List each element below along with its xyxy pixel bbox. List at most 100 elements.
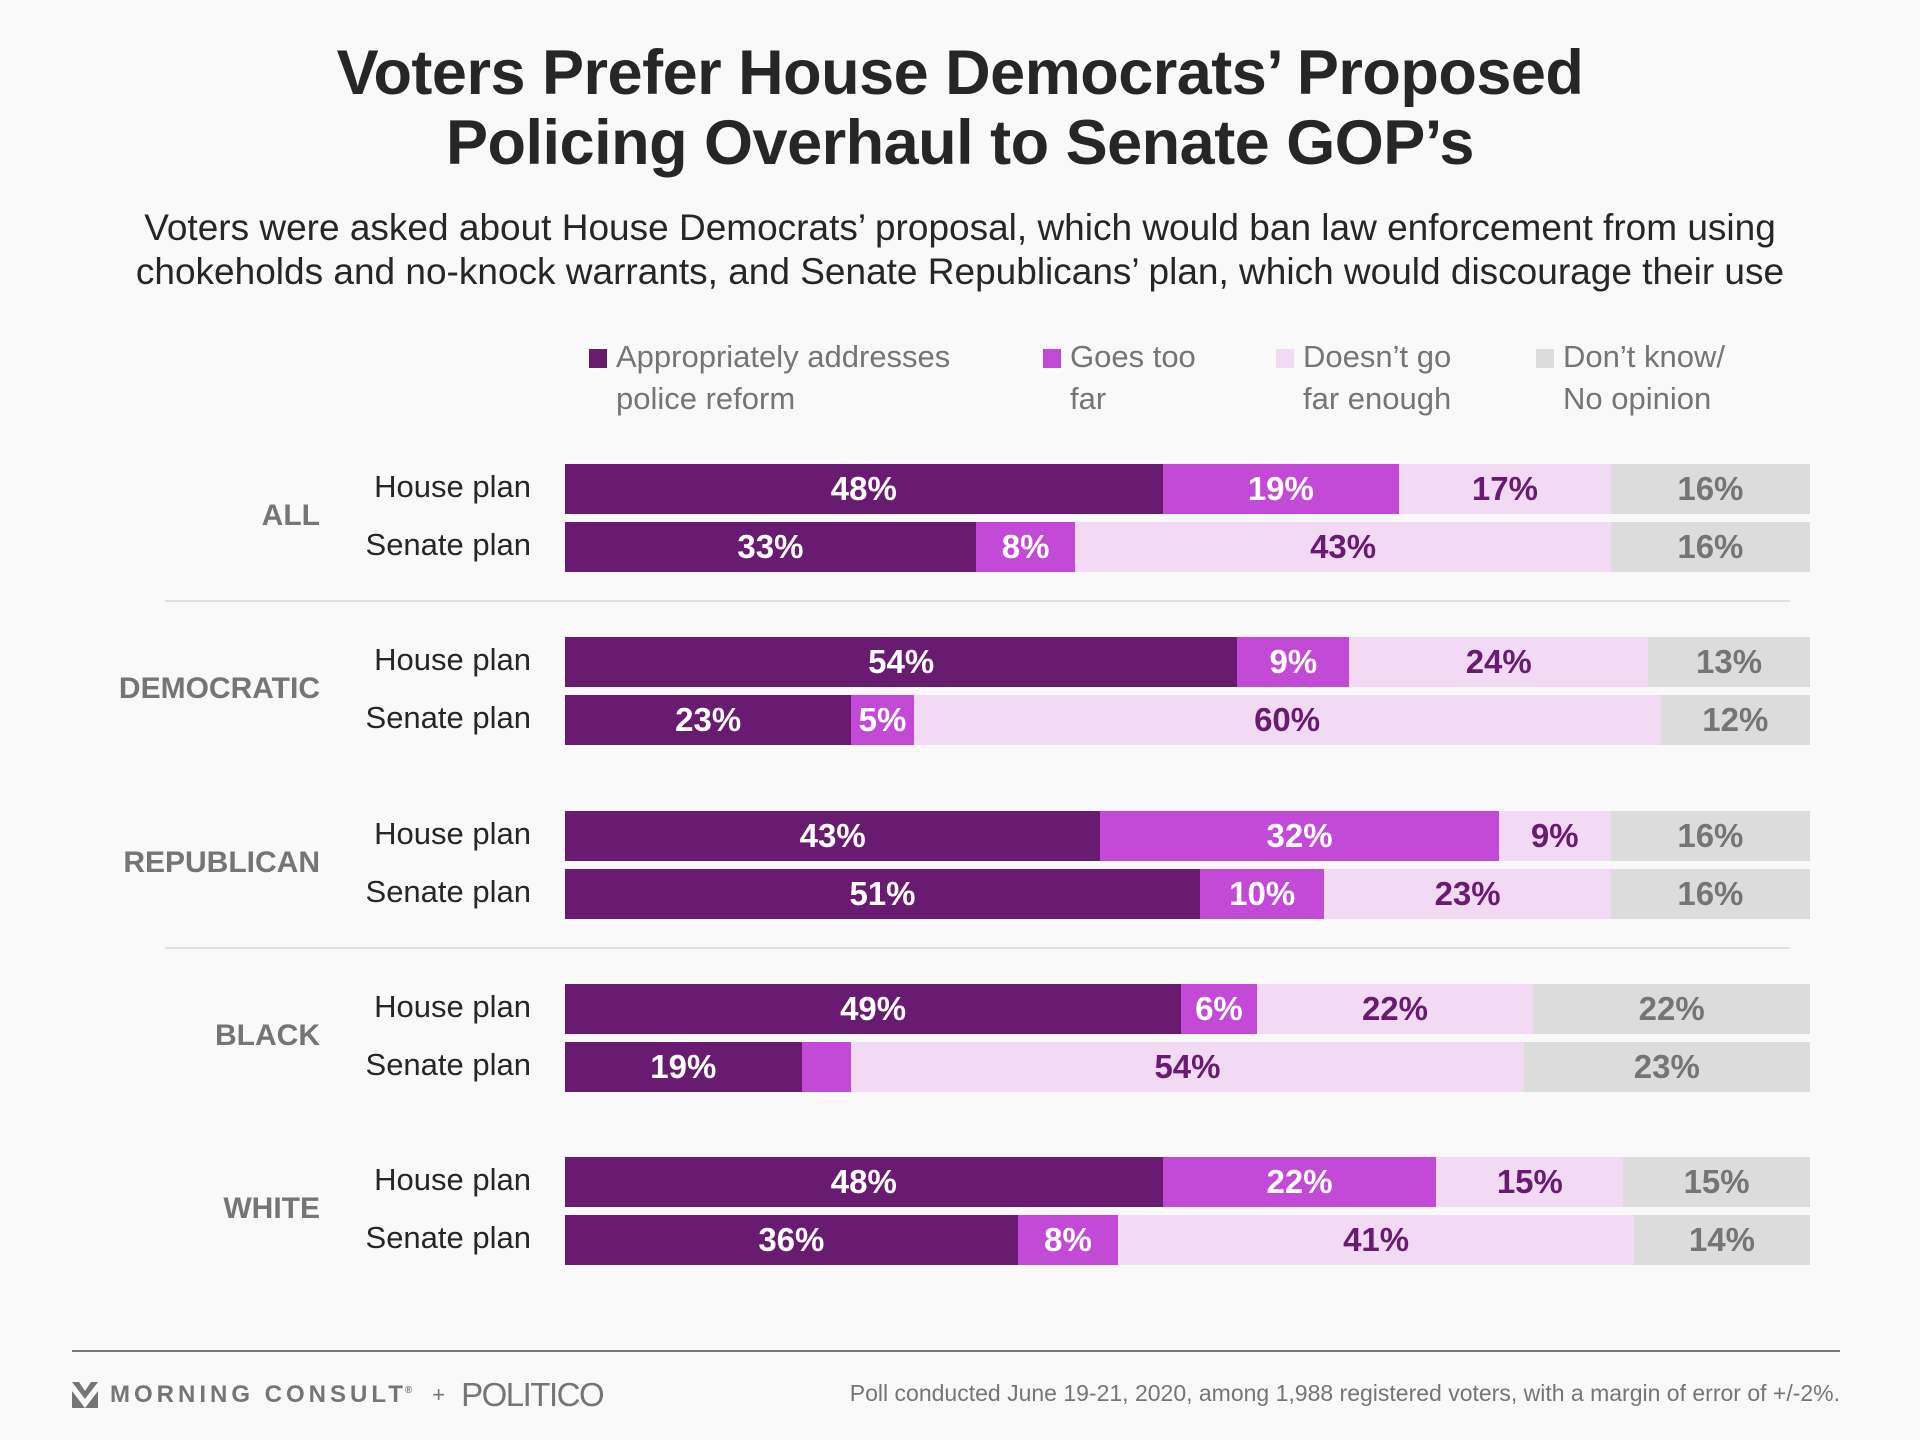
data-label: 9% <box>1530 816 1579 854</box>
seg-too-far: 6% <box>1181 983 1257 1034</box>
data-label: 15% <box>1496 1163 1563 1201</box>
data-label: 43% <box>799 816 866 854</box>
data-label: 9% <box>1269 643 1318 681</box>
data-label: 10% <box>1229 874 1296 912</box>
seg-appropriate: 48% <box>565 464 1163 514</box>
seg-appropriate: 33% <box>565 522 976 572</box>
bar-republican-senate: 51% 10% 23% 16% <box>565 868 1810 919</box>
seg-appropriate: 43% <box>565 810 1101 861</box>
data-label: 22% <box>1361 989 1429 1027</box>
bar-democratic-senate: 23% 5% 60% 12% <box>565 695 1810 746</box>
bar-black-house: 49% 6% 22% 22% <box>565 983 1810 1034</box>
seg-dont-know: 14% <box>1633 1215 1810 1266</box>
seg-not-far-enough: 54% <box>851 1041 1524 1092</box>
legend-label: Don’t know/ <box>1563 339 1725 374</box>
row-label: Senate plan <box>365 1220 531 1256</box>
data-label: 22% <box>1638 989 1705 1027</box>
bar-white-senate: 36% 8% 41% 14% <box>565 1215 1810 1266</box>
seg-too-far: 8% <box>1017 1215 1119 1266</box>
data-label: 60% <box>1254 701 1321 739</box>
legend-label: No opinion <box>1563 381 1712 416</box>
seg-appropriate: 54% <box>565 637 1238 688</box>
data-label: 48% <box>830 1163 897 1201</box>
data-label: 17% <box>1471 470 1538 507</box>
legend-swatch-appropriate <box>589 349 607 368</box>
seg-not-far-enough: 17% <box>1399 464 1611 514</box>
data-label: 16% <box>1677 528 1744 565</box>
group-label-republican: REPUBLICAN <box>123 845 320 879</box>
seg-not-far-enough: 22% <box>1256 983 1534 1034</box>
data-label: 15% <box>1683 1163 1750 1201</box>
seg-not-far-enough: 60% <box>913 695 1661 746</box>
data-label: 12% <box>1702 701 1769 739</box>
seg-not-far-enough: 23% <box>1324 868 1611 919</box>
data-label: 36% <box>758 1221 825 1259</box>
legend-label: Doesn’t go <box>1303 339 1452 374</box>
group-label-all: ALL <box>261 499 320 532</box>
seg-too-far: 8% <box>975 522 1076 572</box>
seg-dont-know: 16% <box>1610 868 1810 919</box>
data-label: 14% <box>1688 1221 1755 1259</box>
seg-appropriate: 49% <box>565 983 1182 1034</box>
footer-logos: MORNING CONSULT® + POLITICO <box>72 1376 605 1413</box>
seg-appropriate: 51% <box>565 868 1200 919</box>
seg-appropriate: 48% <box>565 1157 1163 1208</box>
morning-consult-logo-icon <box>72 1382 98 1408</box>
bar-black-senate: 19% 54% 23% <box>565 1041 1810 1092</box>
legend-label: far <box>1070 381 1107 416</box>
chart-title: Voters Prefer House Democrats’ Proposed … <box>0 38 1920 178</box>
group-label-democratic: DEMOCRATIC <box>118 672 320 706</box>
row-label: House plan <box>374 469 531 504</box>
chart-subtitle-line-1: Voters were asked about House Democrats’… <box>144 207 1776 248</box>
data-label: 48% <box>830 470 897 507</box>
morning-consult-wordmark: MORNING CONSULT® <box>110 1381 417 1408</box>
data-label: 32% <box>1266 816 1333 854</box>
seg-not-far-enough: 41% <box>1118 1215 1634 1266</box>
group-divider <box>165 946 1790 949</box>
chart-subtitle: Voters were asked about House Democrats’… <box>0 206 1920 294</box>
seg-not-far-enough: 43% <box>1075 522 1611 572</box>
row-label: Senate plan <box>365 700 531 736</box>
source-note: Poll conducted June 19-21, 2020, among 1… <box>849 1380 1840 1406</box>
seg-too-far: 5% <box>851 695 914 746</box>
chart-title-line-1: Voters Prefer House Democrats’ Proposed <box>336 38 1584 108</box>
seg-dont-know: 22% <box>1533 983 1810 1034</box>
data-label: 13% <box>1696 643 1763 681</box>
data-label: 22% <box>1266 1163 1333 1201</box>
seg-too-far: 9% <box>1237 637 1350 688</box>
legend-swatch-too-far <box>1043 349 1061 368</box>
bar-white-house: 48% 22% 15% 15% <box>565 1157 1810 1208</box>
data-label: 16% <box>1677 816 1744 854</box>
seg-not-far-enough: 15% <box>1436 1157 1624 1208</box>
data-label: 41% <box>1343 1221 1410 1259</box>
legend-label: police reform <box>616 381 796 416</box>
seg-too-far <box>801 1041 852 1092</box>
bar-all-house: 48% 19% 17% 16% <box>565 464 1810 514</box>
data-label: 16% <box>1677 874 1744 912</box>
data-label: 8% <box>1001 528 1050 565</box>
data-label: 51% <box>849 874 916 912</box>
seg-dont-know: 13% <box>1648 637 1810 688</box>
row-label: House plan <box>374 988 531 1024</box>
seg-dont-know: 16% <box>1610 810 1810 861</box>
data-label: 23% <box>1434 874 1501 912</box>
seg-dont-know: 23% <box>1523 1041 1810 1092</box>
seg-appropriate: 36% <box>565 1215 1018 1266</box>
data-label: 54% <box>868 643 935 681</box>
group-label-white: WHITE <box>223 1192 320 1226</box>
seg-dont-know: 15% <box>1623 1157 1810 1208</box>
bar-democratic-house: 54% 9% 24% 13% <box>565 637 1810 688</box>
seg-dont-know: 16% <box>1610 464 1810 514</box>
politico-wordmark: POLITICO <box>461 1376 605 1413</box>
group-divider <box>165 600 1790 602</box>
data-label: 16% <box>1677 470 1744 507</box>
legend-label: Goes too <box>1070 339 1196 374</box>
chart-subtitle-line-2: chokeholds and no-knock warrants, and Se… <box>135 251 1785 292</box>
legend-label: Appropriately addresses <box>616 339 951 374</box>
row-label: Senate plan <box>365 527 531 562</box>
legend-label: far enough <box>1303 381 1452 416</box>
bar-republican-house: 43% 32% 9% 16% <box>565 810 1810 861</box>
row-label: House plan <box>374 815 531 851</box>
data-label: 5% <box>858 701 907 739</box>
data-label: 43% <box>1310 528 1377 565</box>
